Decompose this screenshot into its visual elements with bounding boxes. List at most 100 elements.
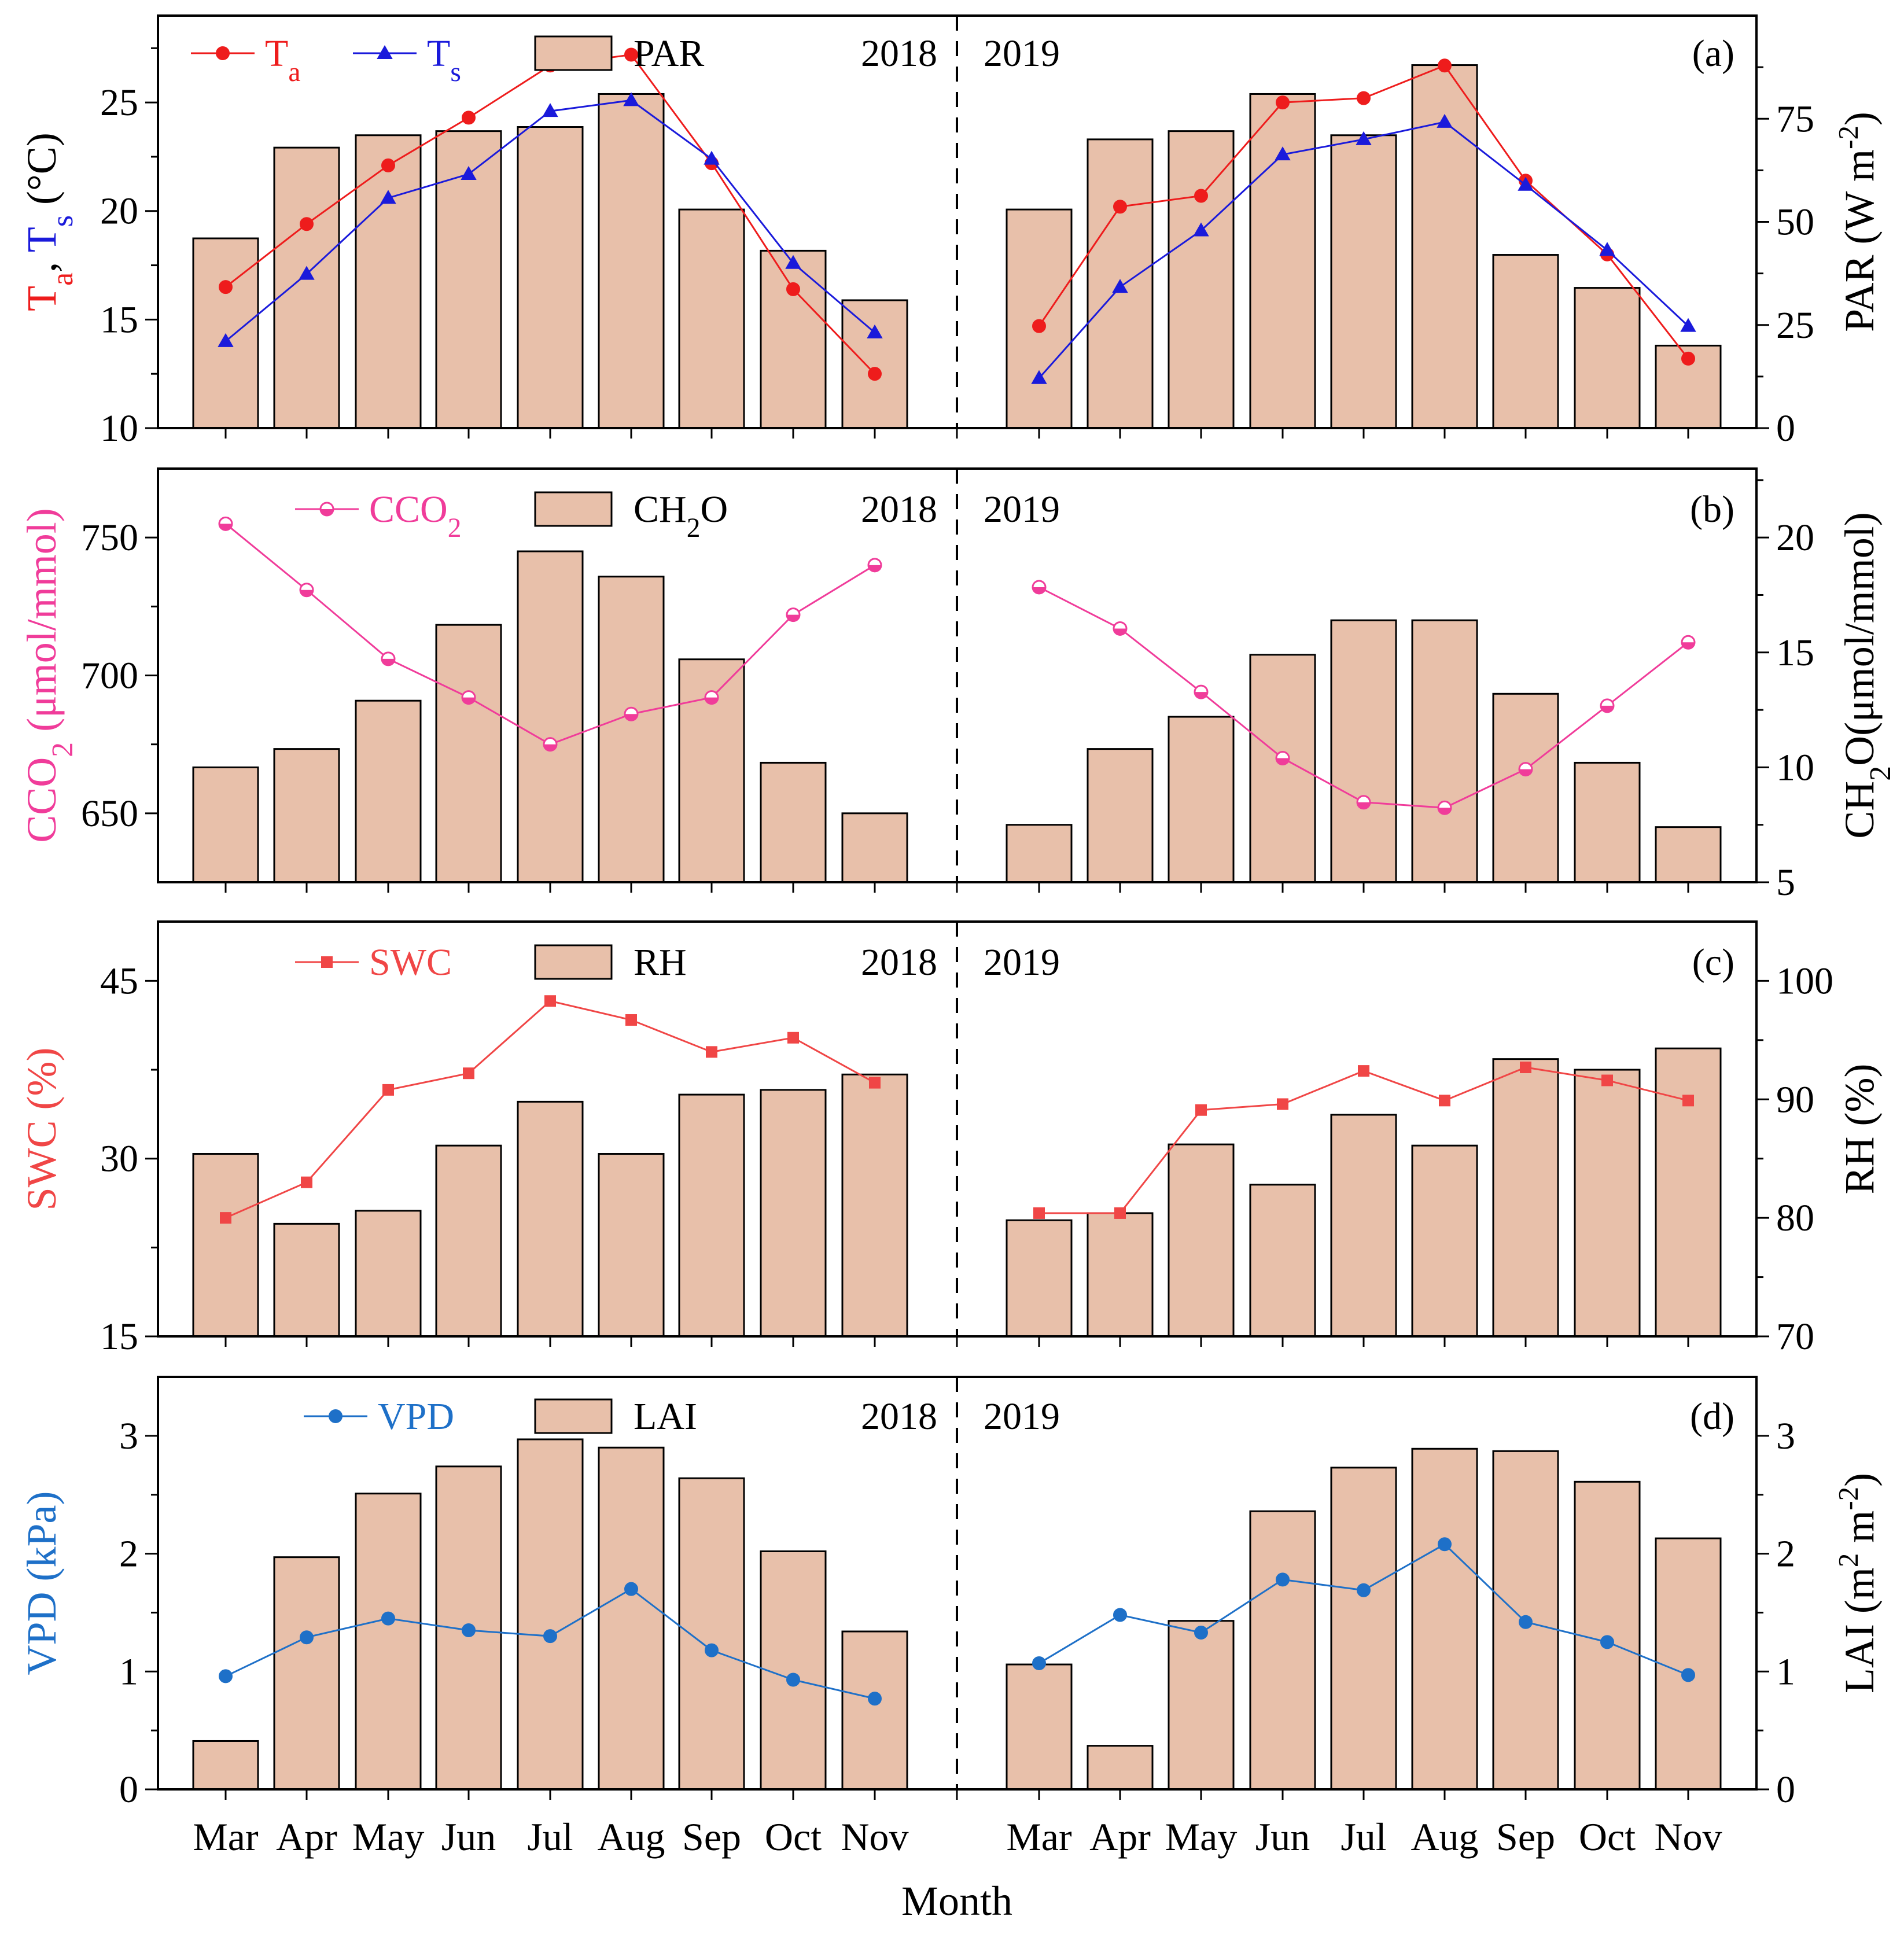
bar: [841, 299, 908, 429]
data-point: [1357, 1583, 1371, 1597]
legend: SWC RH: [295, 941, 687, 983]
legend-marker-Ta: [216, 46, 230, 60]
legend-swatch-CH2O: [534, 491, 613, 527]
bar: [1655, 1537, 1722, 1791]
data-point: [1681, 351, 1695, 366]
data-point: [461, 165, 477, 180]
y-tick-label-right: 100: [1776, 960, 1833, 1002]
data-point: [1518, 762, 1533, 777]
x-tick-label-2018-Jul: Jul: [527, 1815, 573, 1859]
bar-series-RH: [192, 1047, 1722, 1338]
data-point: [1356, 795, 1371, 810]
marker-fill: [300, 590, 313, 596]
x-tick-label-2018-Apr: Apr: [276, 1815, 337, 1859]
text-part: ): [1836, 1473, 1883, 1487]
x-tick-label-2018-May: May: [352, 1815, 425, 1859]
text-part: CH: [1836, 781, 1883, 839]
data-point: [218, 333, 234, 347]
panel-letter: (a): [1692, 32, 1734, 75]
marker-fill: [219, 524, 232, 531]
y-tick-label-right: 5: [1776, 861, 1795, 904]
x-tick-label-2019-Mar: Mar: [1006, 1815, 1072, 1859]
text-part: LAI: [634, 1395, 697, 1438]
data-point: [380, 190, 396, 204]
data-point: [787, 1032, 799, 1044]
year-label-2019: 2019: [984, 488, 1060, 531]
bar: [598, 93, 665, 429]
data-point: [1600, 698, 1615, 713]
bar: [1655, 826, 1722, 883]
bar: [1006, 824, 1073, 883]
data-point: [544, 995, 556, 1007]
legend-label-LAI: LAI: [634, 1395, 697, 1438]
marker-fill: [544, 744, 557, 751]
data-point: [1275, 146, 1291, 161]
data-point: [1437, 113, 1453, 128]
text-part: s: [46, 215, 79, 227]
y-tick-label-left: 15: [100, 1316, 138, 1358]
y-axis-title-left: Ta, Ts (°C): [19, 132, 79, 311]
bar: [1249, 1184, 1316, 1338]
data-point: [1358, 1065, 1369, 1077]
data-point: [1032, 319, 1046, 333]
bar: [517, 126, 584, 429]
bar: [1006, 1219, 1073, 1338]
data-point: [1276, 95, 1290, 110]
text-part: CCO: [369, 488, 448, 531]
bar: [841, 812, 908, 883]
bar: [1492, 254, 1559, 429]
text-part: ,: [19, 252, 65, 272]
data-point: [1681, 635, 1696, 650]
text-part: VPD: [378, 1395, 454, 1438]
data-point: [867, 324, 883, 338]
marker-fill: [1601, 705, 1614, 712]
panel-letter: (c): [1692, 941, 1734, 983]
x-tick-label-2019-Nov: Nov: [1654, 1815, 1722, 1859]
text-part: T: [265, 32, 288, 75]
data-point: [868, 367, 882, 381]
x-tick-label-2018-Nov: Nov: [841, 1815, 908, 1859]
marker-fill: [1357, 802, 1370, 809]
bar-series-LAI: [192, 1438, 1722, 1791]
year-label-2019: 2019: [984, 32, 1060, 75]
marker-fill: [1114, 628, 1126, 635]
y-tick-label-right: 75: [1776, 98, 1814, 140]
data-point: [868, 1692, 882, 1706]
text-part: T: [427, 32, 450, 75]
text-part: 2: [1864, 766, 1897, 781]
y-tick-label-left: 750: [81, 517, 138, 559]
data-point: [624, 1582, 638, 1596]
legend-marker-VPD: [329, 1409, 343, 1423]
data-point: [1599, 242, 1615, 256]
bar: [1168, 130, 1235, 429]
legend: VPD LAI: [304, 1395, 697, 1438]
data-point: [381, 1611, 395, 1626]
bar: [192, 1153, 259, 1338]
bar-series-CH2O: [192, 550, 1722, 883]
bar: [1574, 287, 1641, 429]
bar: [355, 134, 422, 429]
data-point: [1032, 580, 1047, 595]
y-tick-label-right: 15: [1776, 632, 1814, 674]
text-part: PAR: [634, 32, 704, 75]
x-tick-label-2018-Jun: Jun: [441, 1815, 496, 1859]
data-point: [542, 103, 558, 117]
bar: [1249, 654, 1316, 883]
text-part: O(μmol/mmol): [1836, 512, 1883, 766]
y-axis-title-right: RH (%): [1836, 1064, 1883, 1195]
data-point: [785, 255, 801, 269]
y-tick-label-left: 0: [119, 1769, 138, 1811]
legend: CCO2 CH2O: [295, 488, 728, 543]
legend-label-VPD: VPD: [378, 1395, 454, 1438]
bar: [1492, 1058, 1559, 1338]
text-part: ): [1836, 112, 1883, 126]
text-part: 2: [687, 513, 701, 543]
bar: [1087, 1212, 1154, 1338]
bar: [841, 1073, 908, 1338]
bar: [598, 1446, 665, 1791]
data-point: [1275, 751, 1290, 765]
data-point: [1194, 1626, 1208, 1640]
data-point: [624, 706, 639, 721]
